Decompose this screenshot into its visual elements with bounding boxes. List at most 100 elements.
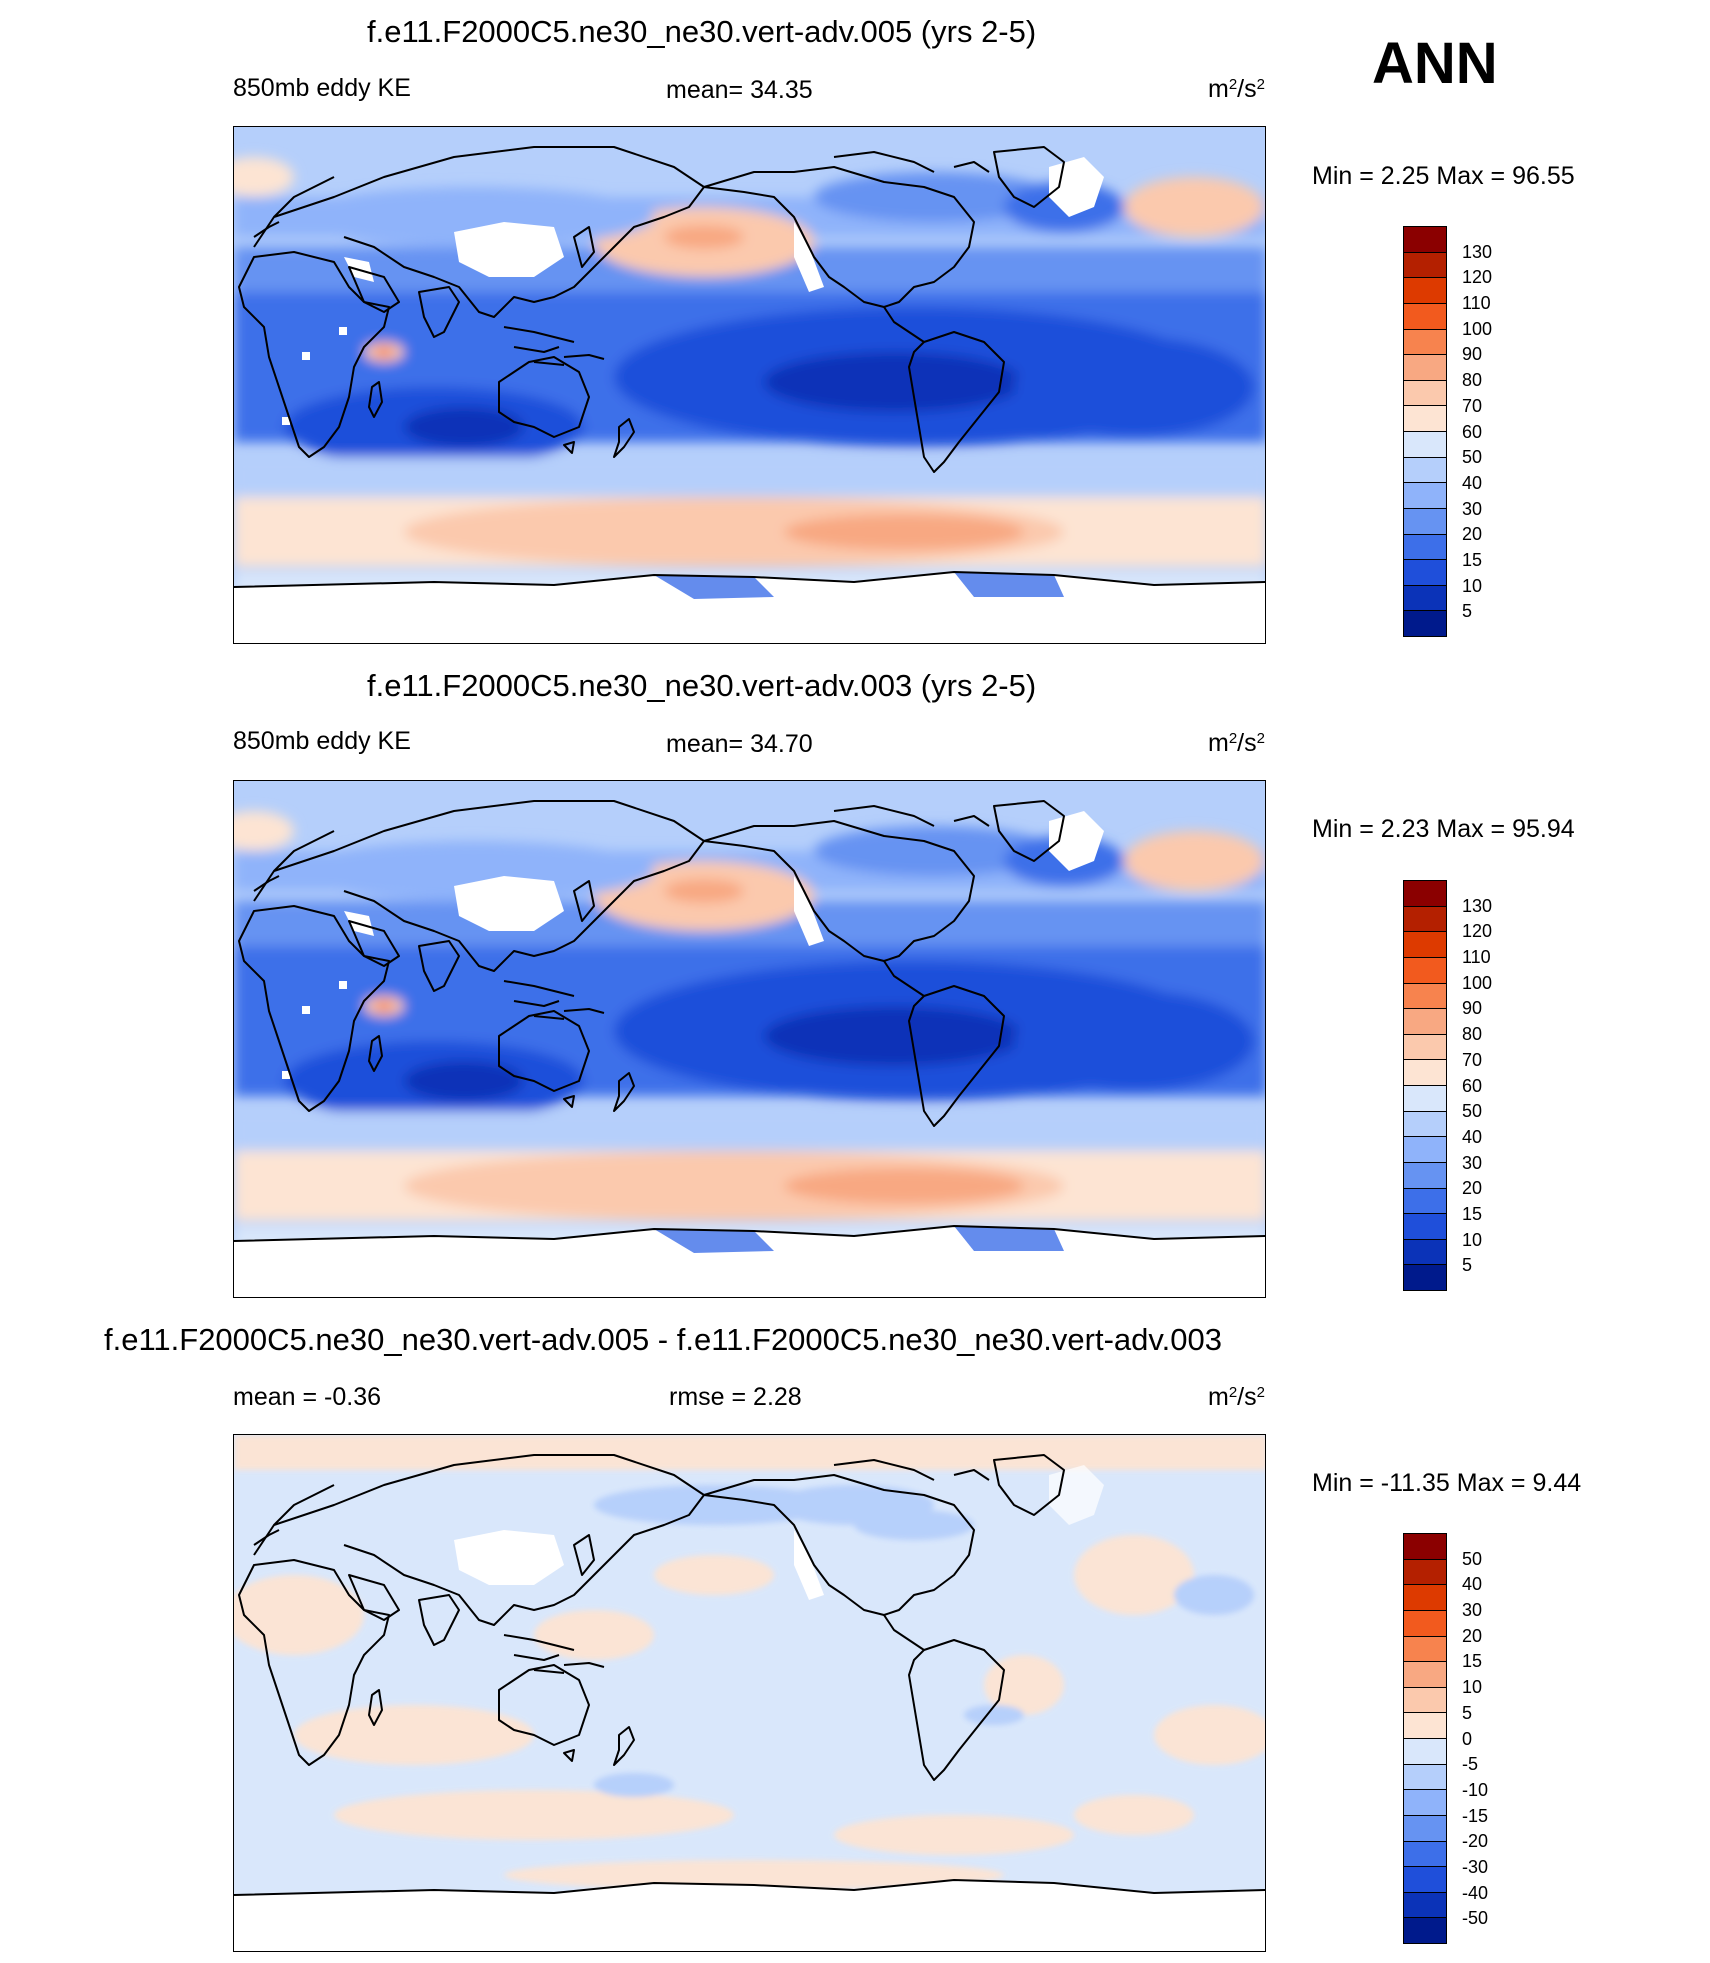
colorbar-segment xyxy=(1404,585,1446,612)
colorbar-segment xyxy=(1404,1918,1446,1943)
panel-middle-variable-label: 850mb eddy KE xyxy=(233,727,411,755)
colorbar-segment xyxy=(1404,483,1446,509)
colorbar-segment xyxy=(1404,1867,1446,1893)
panel-top-colorbar xyxy=(1403,226,1447,637)
panel-bottom-min-max: Min = -11.35 Max = 9.44 xyxy=(1312,1469,1582,1497)
colorbar-tick-label: -15 xyxy=(1462,1805,1489,1826)
colorbar-segment xyxy=(1404,1239,1446,1266)
colorbar-tick-label: 10 xyxy=(1462,1677,1483,1698)
colorbar-tick-label: 20 xyxy=(1462,1625,1483,1646)
colorbar-segment xyxy=(1404,252,1446,279)
colorbar-tick-label: 70 xyxy=(1462,395,1483,416)
colorbar-segment xyxy=(1404,1815,1446,1842)
colorbar-segment xyxy=(1404,1687,1446,1714)
colorbar-segment xyxy=(1404,1534,1446,1560)
colorbar-tick-label: -30 xyxy=(1462,1856,1489,1877)
colorbar-tick-label: 50 xyxy=(1462,1548,1483,1569)
panel-top-mean-label: mean= 34.35 xyxy=(666,76,813,104)
colorbar-segment xyxy=(1404,1764,1446,1791)
colorbar-segment xyxy=(1404,432,1446,458)
panel-middle-mean-label: mean= 34.70 xyxy=(666,730,813,758)
colorbar-segment xyxy=(1404,1009,1446,1035)
colorbar-tick-label: 40 xyxy=(1462,1126,1483,1147)
panel-bottom-colorbar-labels: 50 40 30 20 15 10 5 0 -5 -10 -15 -20 -30 -40 -50 xyxy=(1462,1533,1542,1944)
colorbar-tick-label: 110 xyxy=(1462,293,1491,314)
panel-middle-map xyxy=(233,780,1266,1298)
eddy-ke-field xyxy=(234,127,1266,644)
colorbar-segment xyxy=(1404,932,1446,958)
colorbar-tick-label: 0 xyxy=(1462,1728,1473,1749)
colorbar-segment xyxy=(1404,303,1446,330)
colorbar-segment xyxy=(1404,1111,1446,1138)
colorbar-segment xyxy=(1404,1841,1446,1868)
colorbar-segment xyxy=(1404,1214,1446,1240)
colorbar-segment xyxy=(1404,355,1446,381)
colorbar-tick-label: 10 xyxy=(1462,1229,1483,1250)
colorbar-segment xyxy=(1404,881,1446,907)
colorbar-segment xyxy=(1404,1662,1446,1688)
eddy-ke-field xyxy=(234,781,1266,1298)
colorbar-tick-label: 40 xyxy=(1462,472,1483,493)
panel-middle-units: m2/s2 xyxy=(1208,729,1265,757)
colorbar-segment xyxy=(1404,1892,1446,1919)
colorbar-segment xyxy=(1404,1162,1446,1189)
colorbar-tick-label: 90 xyxy=(1462,344,1483,365)
colorbar-tick-label: -10 xyxy=(1462,1779,1489,1800)
colorbar-tick-label: 110 xyxy=(1462,947,1491,968)
panel-bottom-rmse-label: rmse = 2.28 xyxy=(669,1383,802,1411)
colorbar-tick-label: 60 xyxy=(1462,1075,1483,1096)
colorbar-tick-label: 20 xyxy=(1462,1178,1483,1199)
panel-middle-title: f.e11.F2000C5.ne30_ne30.vert-adv.003 (yr… xyxy=(367,668,1037,703)
colorbar-segment xyxy=(1404,406,1446,432)
colorbar-segment xyxy=(1404,1060,1446,1086)
colorbar-segment xyxy=(1404,957,1446,984)
colorbar-tick-label: 30 xyxy=(1462,1152,1483,1173)
colorbar-tick-label: 80 xyxy=(1462,1024,1483,1045)
colorbar-tick-label: 20 xyxy=(1462,524,1483,545)
colorbar-segment xyxy=(1404,278,1446,304)
colorbar-tick-label: 70 xyxy=(1462,1049,1483,1070)
colorbar-tick-label: 5 xyxy=(1462,601,1473,622)
colorbar-tick-label: 10 xyxy=(1462,575,1483,596)
colorbar-segment xyxy=(1404,534,1446,561)
colorbar-segment xyxy=(1404,1790,1446,1816)
colorbar-tick-label: 15 xyxy=(1462,1203,1483,1224)
panel-bottom-mean-label: mean = -0.36 xyxy=(233,1383,382,1411)
colorbar-segment xyxy=(1404,329,1446,356)
colorbar-segment xyxy=(1404,1086,1446,1112)
colorbar-tick-label: 5 xyxy=(1462,1255,1473,1276)
colorbar-tick-label: 130 xyxy=(1462,241,1493,262)
difference-field xyxy=(234,1435,1266,1952)
colorbar-segment xyxy=(1404,1137,1446,1163)
colorbar-tick-label: -50 xyxy=(1462,1908,1489,1929)
colorbar-segment xyxy=(1404,1265,1446,1290)
colorbar-tick-label: 15 xyxy=(1462,1651,1483,1672)
colorbar-segment xyxy=(1404,1739,1446,1765)
colorbar-segment xyxy=(1404,1610,1446,1637)
colorbar-tick-label: 50 xyxy=(1462,1101,1483,1122)
colorbar-tick-label: 90 xyxy=(1462,998,1483,1019)
colorbar-tick-label: 15 xyxy=(1462,549,1483,570)
colorbar-tick-label: 40 xyxy=(1462,1574,1483,1595)
colorbar-tick-label: 100 xyxy=(1462,318,1493,339)
panel-top-map xyxy=(233,126,1266,644)
colorbar-segment xyxy=(1404,227,1446,253)
colorbar-tick-label: 100 xyxy=(1462,972,1493,993)
colorbar-tick-label: 30 xyxy=(1462,498,1483,519)
panel-bottom-colorbar xyxy=(1403,1533,1447,1944)
panel-top-colorbar-labels: 130 120 110 100 90 80 70 60 50 40 30 20 15 10 5 xyxy=(1462,226,1542,637)
panel-bottom-map xyxy=(233,1434,1266,1952)
colorbar-segment xyxy=(1404,1034,1446,1061)
colorbar-segment xyxy=(1404,611,1446,636)
panel-top-units: m2/s2 xyxy=(1208,75,1265,103)
colorbar-segment xyxy=(1404,1636,1446,1663)
colorbar-tick-label: -40 xyxy=(1462,1882,1489,1903)
colorbar-tick-label: 120 xyxy=(1462,921,1493,942)
colorbar-tick-label: 60 xyxy=(1462,421,1483,442)
colorbar-tick-label: -5 xyxy=(1462,1754,1479,1775)
panel-top-title: f.e11.F2000C5.ne30_ne30.vert-adv.005 (yr… xyxy=(367,14,1037,49)
colorbar-segment xyxy=(1404,560,1446,586)
season-label: ANN xyxy=(1372,31,1498,96)
colorbar-segment xyxy=(1404,380,1446,407)
colorbar-segment xyxy=(1404,906,1446,933)
